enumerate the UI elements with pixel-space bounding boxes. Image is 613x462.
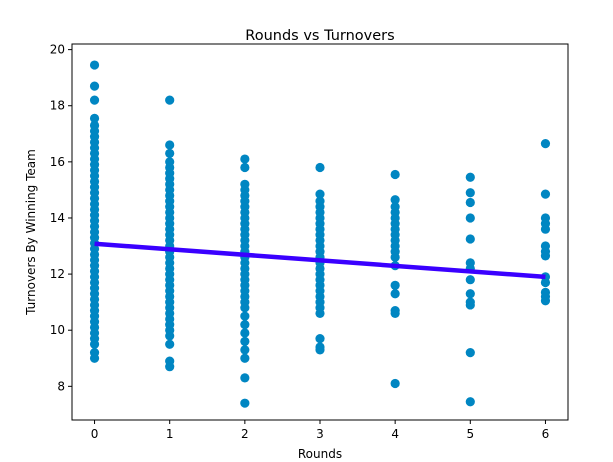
data-point: [465, 197, 475, 208]
data-point: [540, 277, 551, 288]
y-tick-label: 14: [50, 211, 65, 225]
data-point: [240, 311, 250, 321]
data-point: [315, 189, 325, 199]
data-point: [465, 213, 475, 223]
data-point: [240, 319, 250, 330]
data-point: [165, 339, 175, 349]
x-tick-label: 1: [166, 427, 174, 441]
fit-line-layer: [94, 241, 546, 280]
data-point: [165, 95, 175, 105]
data-point: [240, 154, 250, 164]
x-axis-ticks: 0 1 2 3 4 5 6: [91, 420, 550, 441]
data-point: [540, 139, 551, 149]
data-point: [89, 81, 100, 91]
data-point: [240, 336, 250, 347]
y-tick-label: 18: [50, 99, 65, 113]
data-point: [240, 373, 250, 383]
y-tick-label: 10: [50, 323, 65, 337]
data-point: [315, 162, 325, 173]
data-point: [315, 345, 325, 355]
data-point: [390, 252, 400, 262]
data-point: [540, 189, 551, 199]
data-point: [165, 331, 175, 341]
data-point: [390, 280, 400, 290]
data-point: [240, 328, 250, 338]
data-point: [540, 296, 551, 306]
x-tick-label: 0: [91, 427, 99, 441]
x-tick-label: 3: [316, 427, 324, 441]
data-point: [165, 148, 175, 159]
points-layer: [89, 60, 551, 408]
data-point: [240, 353, 250, 363]
x-tick-label: 4: [391, 427, 399, 441]
x-tick-label: 2: [241, 427, 249, 441]
data-point: [89, 113, 100, 123]
data-point: [465, 188, 475, 198]
data-point: [240, 303, 250, 313]
data-point: [390, 195, 400, 205]
data-point: [390, 289, 400, 299]
y-axis-label: Turnovers By Winning Team: [24, 149, 38, 316]
data-point: [465, 172, 475, 182]
chart-title: Rounds vs Turnovers: [245, 28, 394, 44]
data-point: [465, 234, 475, 244]
data-point: [89, 339, 100, 349]
fit-line: [94, 241, 546, 280]
y-tick-label: 20: [50, 43, 65, 57]
data-point: [465, 348, 475, 358]
data-point: [165, 362, 175, 372]
data-point: [240, 398, 250, 408]
data-point: [89, 60, 100, 70]
data-point: [240, 162, 250, 173]
data-point: [465, 300, 475, 310]
data-point: [165, 140, 175, 150]
data-point: [390, 169, 400, 180]
data-point: [465, 397, 475, 407]
y-tick-label: 16: [50, 155, 65, 169]
y-tick-label: 8: [57, 379, 65, 393]
data-point: [390, 378, 400, 389]
x-tick-label: 6: [542, 427, 550, 441]
data-point: [315, 308, 325, 318]
data-point: [89, 95, 100, 105]
data-point: [465, 289, 475, 299]
data-point: [315, 334, 325, 344]
data-point: [89, 353, 100, 363]
y-tick-label: 12: [50, 267, 65, 281]
x-axis-label: Rounds: [298, 447, 342, 461]
data-point: [465, 275, 475, 285]
x-tick-label: 5: [466, 427, 474, 441]
data-point: [540, 251, 551, 261]
data-point: [240, 345, 250, 355]
data-point: [390, 308, 400, 318]
data-point: [540, 224, 551, 234]
y-axis-ticks: 8 10 12 14 16 18 20: [50, 43, 72, 393]
